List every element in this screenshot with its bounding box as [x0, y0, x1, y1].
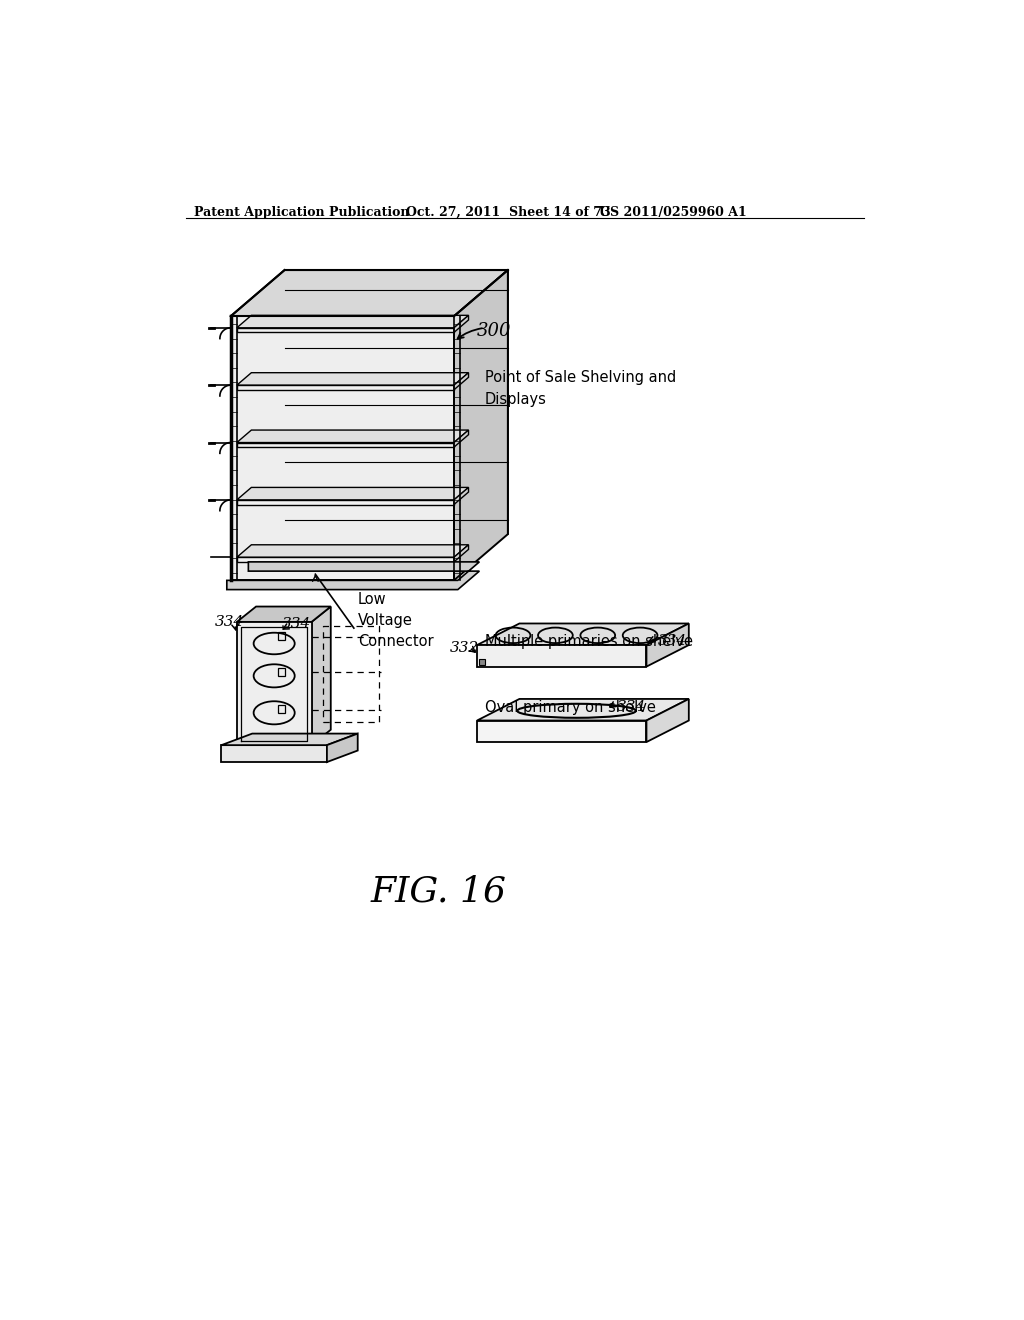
Text: Oval primary on shelve: Oval primary on shelve [484, 700, 655, 714]
Polygon shape [237, 327, 454, 333]
Polygon shape [327, 734, 357, 762]
Polygon shape [311, 607, 331, 744]
Polygon shape [226, 562, 479, 590]
Text: 332: 332 [451, 642, 479, 655]
Polygon shape [237, 607, 331, 622]
Text: 334: 334 [617, 700, 646, 714]
Text: US 2011/0259960 A1: US 2011/0259960 A1 [599, 206, 746, 219]
Polygon shape [454, 430, 469, 447]
Text: Patent Application Publication: Patent Application Publication [194, 206, 410, 219]
Text: Oct. 27, 2011  Sheet 14 of 73: Oct. 27, 2011 Sheet 14 of 73 [407, 206, 611, 219]
Polygon shape [477, 623, 689, 645]
Text: Low
Voltage
Connector: Low Voltage Connector [357, 591, 433, 649]
Polygon shape [237, 545, 469, 557]
Polygon shape [237, 557, 454, 562]
Text: 300: 300 [477, 322, 512, 341]
Polygon shape [237, 500, 454, 504]
Bar [278, 632, 286, 640]
Polygon shape [237, 487, 469, 500]
Polygon shape [237, 372, 469, 385]
Bar [278, 705, 286, 713]
Bar [278, 668, 286, 676]
Text: 334: 334 [215, 615, 245, 630]
Polygon shape [646, 623, 689, 667]
Polygon shape [237, 430, 469, 442]
Polygon shape [454, 271, 508, 581]
Polygon shape [237, 315, 469, 327]
Polygon shape [237, 442, 454, 447]
Polygon shape [477, 721, 646, 742]
Polygon shape [454, 372, 469, 389]
Polygon shape [237, 622, 311, 744]
Polygon shape [221, 734, 357, 744]
Text: FIG. 16: FIG. 16 [371, 875, 507, 908]
Polygon shape [454, 487, 469, 504]
Text: Point of Sale Shelving and
Displays: Point of Sale Shelving and Displays [484, 370, 676, 408]
Text: 334: 334 [282, 616, 310, 631]
Polygon shape [237, 385, 454, 389]
Text: 334: 334 [658, 635, 687, 648]
Polygon shape [221, 744, 327, 762]
Polygon shape [477, 645, 646, 667]
Polygon shape [230, 271, 508, 317]
Polygon shape [477, 700, 689, 721]
Polygon shape [646, 700, 689, 742]
Polygon shape [454, 315, 469, 333]
Polygon shape [230, 317, 454, 581]
Bar [478, 659, 484, 665]
Text: Multiple primaries on shelve: Multiple primaries on shelve [484, 635, 693, 649]
Polygon shape [454, 545, 469, 562]
